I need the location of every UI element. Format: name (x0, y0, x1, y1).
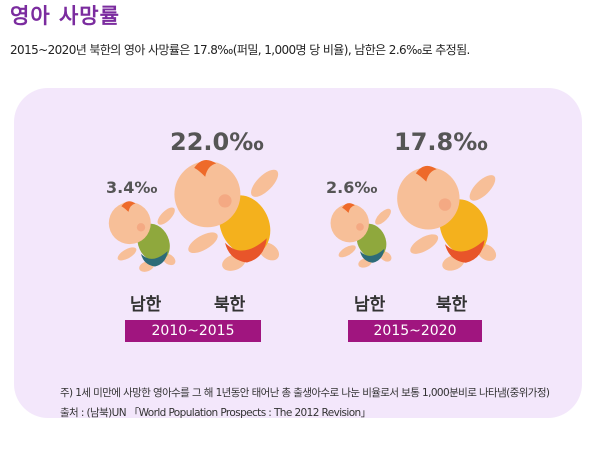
baby-arm (157, 207, 175, 225)
baby-hair (194, 159, 217, 177)
baby-hair (342, 203, 355, 213)
baby-head (174, 161, 241, 228)
baby-diaper (360, 248, 385, 263)
country-label-north-2015-2020: 북한 (436, 295, 468, 315)
page-title: 영아 사망률 (10, 4, 120, 28)
baby-south-2015-2020 (330, 203, 392, 268)
baby-ear (136, 223, 146, 232)
baby-south-2010-2015 (108, 201, 176, 272)
baby-head (108, 202, 151, 245)
baby-ear (356, 223, 364, 231)
baby-diaper (141, 251, 168, 267)
baby-diaper (445, 239, 485, 263)
period-label-2010-2015: 2010~2015 (125, 320, 261, 342)
baby-ear (218, 194, 232, 208)
baby-diaper (225, 238, 267, 263)
footnotes: 주) 1세 미만에 사망한 영아수를 그 해 1년동안 태어난 총 출생아수로 … (60, 383, 550, 423)
baby-arm (188, 232, 218, 254)
baby-head (397, 167, 460, 230)
baby-arm (251, 169, 279, 197)
baby-arm (469, 175, 496, 201)
page-subtitle: 2015~2020년 북한의 영아 사망률은 17.8‰(퍼밀, 1,000명 … (10, 43, 470, 57)
baby-hair (121, 201, 136, 212)
baby-hair (415, 165, 437, 182)
country-label-south-2015-2020: 남한 (354, 295, 386, 315)
data-label-south-2010-2015: 3.4‰ (106, 178, 158, 197)
data-label-south-2015-2020: 2.6‰ (326, 178, 378, 197)
baby-head (330, 203, 369, 243)
data-label-north-2010-2015: 22.0‰ (170, 128, 264, 156)
country-label-south-2010-2015: 남한 (130, 295, 162, 315)
baby-arm (410, 234, 439, 254)
baby-arm (117, 247, 137, 261)
period-label-2015-2020: 2015~2020 (348, 320, 482, 342)
baby-north-2010-2015 (174, 159, 280, 271)
baby-ear (438, 198, 452, 211)
baby-north-2015-2020 (397, 165, 497, 271)
data-label-north-2015-2020: 17.8‰ (394, 128, 488, 156)
baby-arm (375, 208, 391, 225)
source-note: 출처 : (남북)UN 「World Population Prospects … (60, 407, 371, 419)
country-label-north-2010-2015: 북한 (214, 295, 246, 315)
baby-arm (338, 245, 356, 258)
footnote: 주) 1세 미만에 사망한 영아수를 그 해 1년동안 태어난 총 출생아수로 … (60, 387, 550, 399)
